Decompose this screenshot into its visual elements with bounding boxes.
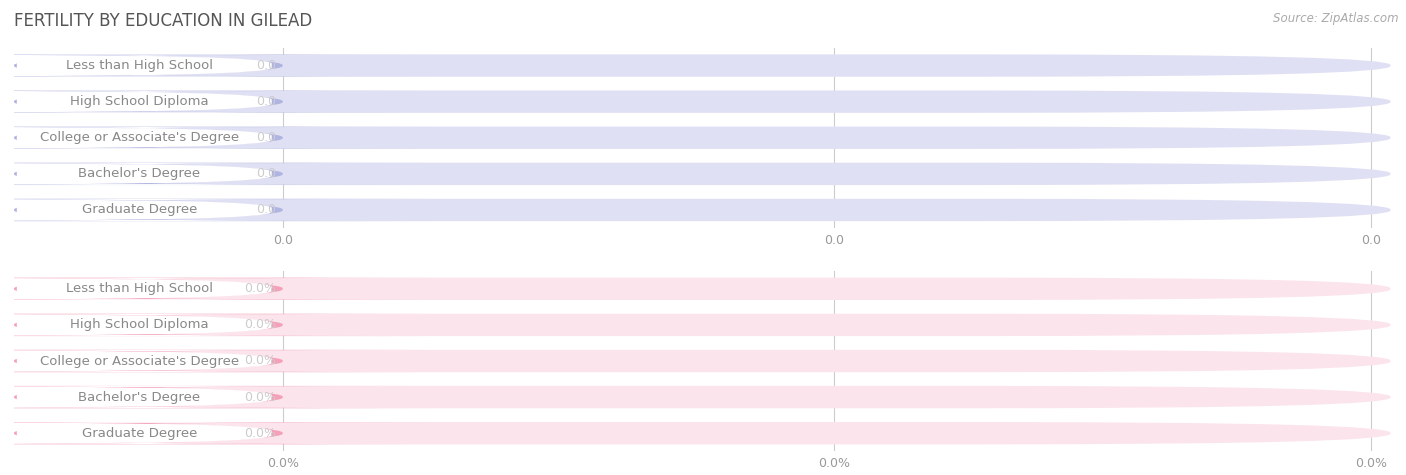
Text: Graduate Degree: Graduate Degree <box>82 203 197 217</box>
FancyBboxPatch shape <box>0 314 361 336</box>
FancyBboxPatch shape <box>14 350 1391 372</box>
FancyBboxPatch shape <box>14 314 1391 336</box>
Text: 0.0%: 0.0% <box>243 354 276 368</box>
FancyBboxPatch shape <box>14 162 1391 185</box>
Text: High School Diploma: High School Diploma <box>70 95 208 108</box>
FancyBboxPatch shape <box>0 278 361 300</box>
Text: Bachelor's Degree: Bachelor's Degree <box>79 167 201 180</box>
FancyBboxPatch shape <box>14 126 1391 149</box>
FancyBboxPatch shape <box>0 422 427 445</box>
FancyBboxPatch shape <box>14 277 1391 300</box>
FancyBboxPatch shape <box>0 386 361 408</box>
Text: Less than High School: Less than High School <box>66 59 212 72</box>
FancyBboxPatch shape <box>0 90 427 113</box>
Text: 0.0: 0.0 <box>256 203 276 217</box>
Text: College or Associate's Degree: College or Associate's Degree <box>39 354 239 368</box>
Text: High School Diploma: High School Diploma <box>70 318 208 332</box>
Text: 0.0: 0.0 <box>256 59 276 72</box>
FancyBboxPatch shape <box>14 90 1391 113</box>
FancyBboxPatch shape <box>0 55 361 76</box>
FancyBboxPatch shape <box>0 162 427 185</box>
FancyBboxPatch shape <box>0 163 361 185</box>
FancyBboxPatch shape <box>0 386 427 408</box>
FancyBboxPatch shape <box>0 199 427 221</box>
Text: 0.0%: 0.0% <box>243 427 276 440</box>
FancyBboxPatch shape <box>0 54 427 77</box>
Text: 0.0%: 0.0% <box>243 318 276 332</box>
FancyBboxPatch shape <box>0 422 361 444</box>
FancyBboxPatch shape <box>0 199 361 221</box>
Text: 0.0: 0.0 <box>256 95 276 108</box>
FancyBboxPatch shape <box>0 350 427 372</box>
Text: Graduate Degree: Graduate Degree <box>82 427 197 440</box>
FancyBboxPatch shape <box>14 54 1391 77</box>
FancyBboxPatch shape <box>0 91 361 113</box>
FancyBboxPatch shape <box>0 126 427 149</box>
Text: 0.0: 0.0 <box>256 131 276 144</box>
Text: 0.0%: 0.0% <box>243 282 276 295</box>
FancyBboxPatch shape <box>14 199 1391 221</box>
FancyBboxPatch shape <box>0 350 361 372</box>
Text: Bachelor's Degree: Bachelor's Degree <box>79 390 201 404</box>
FancyBboxPatch shape <box>14 386 1391 408</box>
Text: Less than High School: Less than High School <box>66 282 212 295</box>
Text: Source: ZipAtlas.com: Source: ZipAtlas.com <box>1274 12 1399 25</box>
FancyBboxPatch shape <box>14 422 1391 445</box>
FancyBboxPatch shape <box>0 127 361 149</box>
Text: 0.0%: 0.0% <box>243 390 276 404</box>
Text: 0.0: 0.0 <box>256 167 276 180</box>
FancyBboxPatch shape <box>0 314 427 336</box>
FancyBboxPatch shape <box>0 277 427 300</box>
Text: FERTILITY BY EDUCATION IN GILEAD: FERTILITY BY EDUCATION IN GILEAD <box>14 12 312 30</box>
Text: College or Associate's Degree: College or Associate's Degree <box>39 131 239 144</box>
